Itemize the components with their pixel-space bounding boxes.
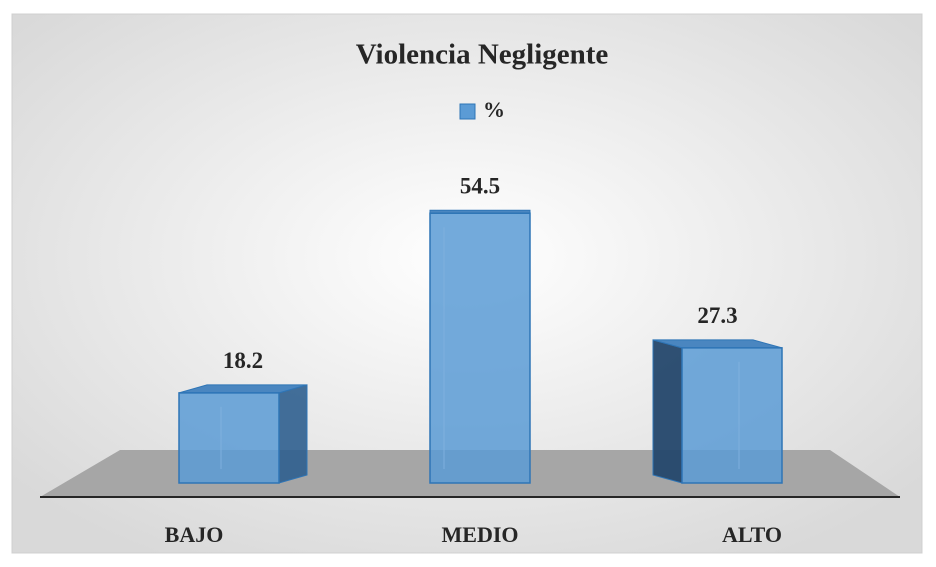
- value-label: 18.2: [223, 348, 263, 373]
- legend-swatch: [459, 103, 476, 120]
- x-tick-label: ALTO: [722, 522, 782, 547]
- x-tick-label: BAJO: [165, 522, 224, 547]
- legend-label: %: [483, 97, 505, 122]
- bar: [178, 392, 280, 484]
- bar-side: [278, 384, 308, 484]
- chart-title: Violencia Negligente: [356, 39, 609, 71]
- bar: [429, 212, 531, 484]
- value-label: 54.5: [460, 174, 500, 199]
- bar: [681, 347, 783, 484]
- value-label: 27.3: [697, 303, 737, 328]
- bar-side: [652, 339, 683, 484]
- x-tick-label: MEDIO: [442, 522, 519, 547]
